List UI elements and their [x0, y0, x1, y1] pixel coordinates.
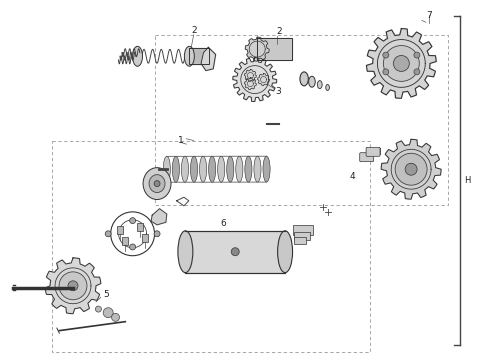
Ellipse shape	[199, 156, 207, 182]
Ellipse shape	[254, 156, 261, 182]
Ellipse shape	[318, 81, 322, 89]
Ellipse shape	[154, 181, 160, 186]
Ellipse shape	[326, 85, 329, 90]
Ellipse shape	[383, 52, 389, 58]
Text: 3: 3	[275, 86, 281, 95]
Ellipse shape	[181, 156, 189, 182]
Text: 1: 1	[178, 136, 183, 145]
Ellipse shape	[132, 46, 143, 66]
Polygon shape	[257, 38, 292, 60]
Text: 2: 2	[191, 26, 196, 35]
Ellipse shape	[163, 156, 171, 182]
Ellipse shape	[231, 248, 239, 256]
Ellipse shape	[103, 308, 113, 318]
Polygon shape	[45, 258, 101, 314]
Text: 5: 5	[103, 290, 109, 299]
Text: 6: 6	[220, 219, 226, 228]
FancyBboxPatch shape	[366, 147, 380, 156]
Bar	[117, 226, 123, 234]
Ellipse shape	[172, 156, 179, 182]
FancyBboxPatch shape	[360, 153, 374, 162]
Ellipse shape	[414, 69, 420, 75]
Text: 7: 7	[426, 11, 432, 20]
Polygon shape	[151, 209, 167, 225]
Ellipse shape	[59, 272, 87, 300]
Bar	[142, 234, 148, 242]
Ellipse shape	[184, 46, 195, 66]
Polygon shape	[245, 78, 256, 90]
Ellipse shape	[405, 163, 417, 175]
Polygon shape	[245, 37, 269, 61]
Ellipse shape	[236, 156, 243, 182]
Ellipse shape	[263, 156, 270, 182]
Text: H: H	[464, 176, 470, 185]
Polygon shape	[201, 47, 216, 71]
Polygon shape	[258, 73, 270, 86]
Ellipse shape	[218, 156, 225, 182]
Ellipse shape	[227, 156, 234, 182]
Ellipse shape	[130, 244, 136, 250]
Ellipse shape	[96, 306, 101, 312]
Ellipse shape	[309, 76, 315, 87]
Ellipse shape	[245, 156, 252, 182]
Bar	[293, 225, 313, 235]
Ellipse shape	[130, 218, 136, 224]
Bar	[122, 237, 128, 245]
Polygon shape	[367, 28, 436, 98]
Ellipse shape	[300, 72, 308, 86]
Ellipse shape	[383, 69, 389, 75]
Ellipse shape	[143, 168, 171, 199]
Bar	[294, 237, 306, 244]
Ellipse shape	[414, 52, 420, 58]
Ellipse shape	[209, 156, 216, 182]
Ellipse shape	[278, 231, 293, 273]
Bar	[137, 223, 143, 231]
Ellipse shape	[178, 231, 193, 273]
Text: 2: 2	[276, 27, 282, 36]
Ellipse shape	[191, 156, 197, 182]
Ellipse shape	[383, 45, 419, 81]
Ellipse shape	[68, 281, 78, 291]
Bar	[294, 232, 310, 240]
Polygon shape	[381, 139, 441, 199]
Bar	[185, 231, 285, 273]
Ellipse shape	[149, 175, 165, 193]
Polygon shape	[245, 69, 256, 81]
Ellipse shape	[395, 153, 427, 185]
Ellipse shape	[393, 55, 409, 71]
Polygon shape	[189, 48, 209, 64]
Ellipse shape	[105, 231, 111, 237]
Ellipse shape	[112, 313, 120, 321]
Polygon shape	[233, 58, 277, 102]
Text: 4: 4	[350, 172, 355, 181]
Ellipse shape	[154, 231, 160, 237]
